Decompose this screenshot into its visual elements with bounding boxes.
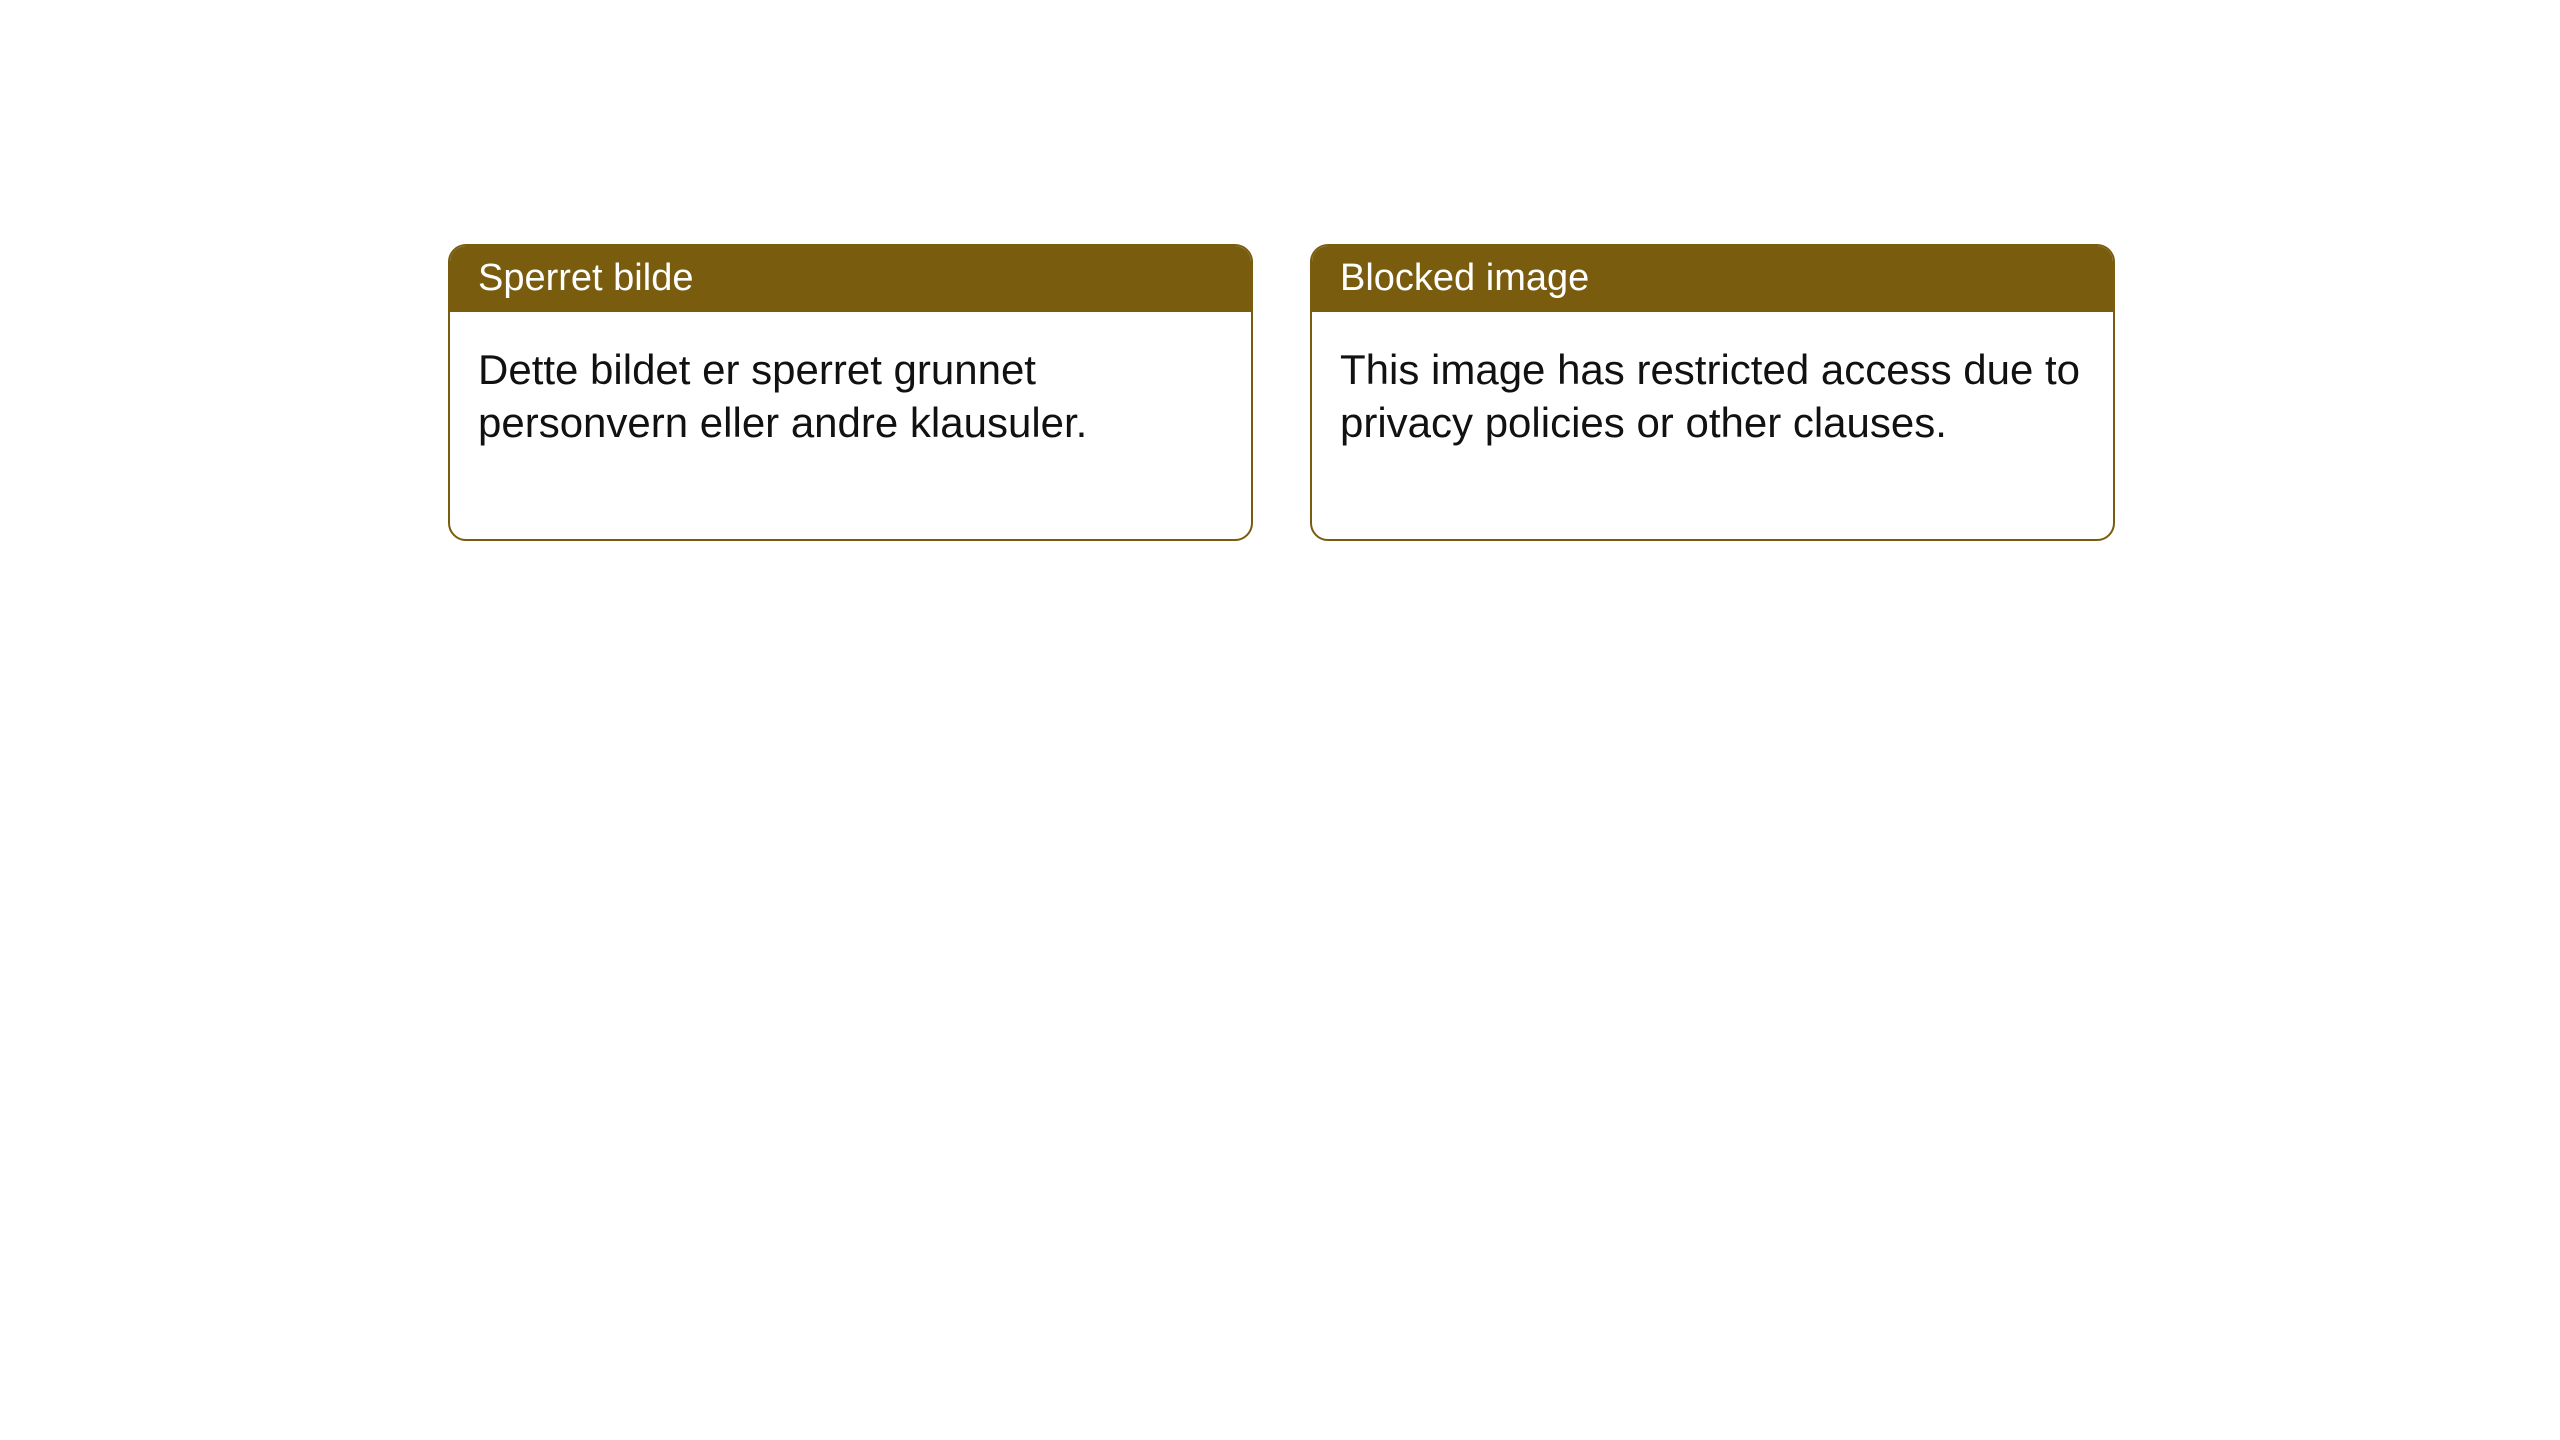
notice-cards-container: Sperret bilde Dette bildet er sperret gr… — [448, 244, 2115, 541]
notice-card-norwegian: Sperret bilde Dette bildet er sperret gr… — [448, 244, 1253, 541]
notice-card-header: Blocked image — [1312, 246, 2113, 312]
notice-card-body: This image has restricted access due to … — [1312, 312, 2113, 539]
notice-card-header: Sperret bilde — [450, 246, 1251, 312]
notice-card-english: Blocked image This image has restricted … — [1310, 244, 2115, 541]
notice-card-body: Dette bildet er sperret grunnet personve… — [450, 312, 1251, 539]
